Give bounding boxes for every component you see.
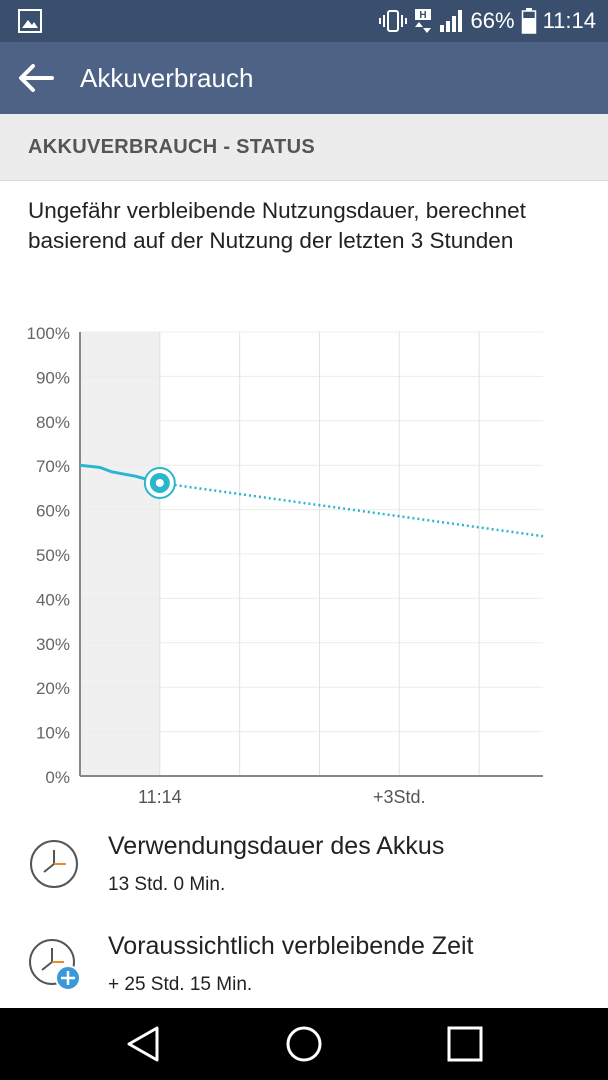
nav-back-button[interactable] — [113, 1016, 173, 1072]
y-tick-label: 80% — [36, 413, 70, 432]
battery-percent: 66% — [470, 8, 515, 33]
app-bar: Akkuverbrauch — [0, 42, 608, 114]
y-tick-label: 30% — [36, 635, 70, 654]
history-series-line — [79, 463, 161, 485]
clock-time: 11:14 — [542, 8, 596, 33]
y-tick-label: 0% — [45, 768, 70, 787]
status-icons: H 66% 11:14 — [378, 0, 596, 42]
status-bar: H 66% 11:14 — [0, 0, 608, 42]
back-button[interactable] — [14, 56, 58, 100]
x-tick-label: +3Std. — [373, 787, 426, 807]
usage-duration-label: Verwendungsdauer des Akkus — [108, 832, 445, 860]
battery-icon — [521, 8, 536, 34]
vibrate-icon — [378, 10, 407, 32]
current-marker-center — [155, 478, 164, 487]
y-tick-label: 100% — [27, 324, 70, 343]
x-tick-label: 11:14 — [138, 787, 182, 807]
remaining-time-label: Voraussichtlich verbleibende Zeit — [108, 932, 474, 960]
signal-icon — [439, 10, 462, 32]
back-triangle-icon — [127, 1026, 159, 1062]
page-title: Akkuverbrauch — [80, 63, 254, 93]
gallery-icon — [18, 9, 42, 33]
y-tick-label: 10% — [36, 724, 70, 743]
usage-duration-item[interactable]: Verwendungsdauer des Akkus 13 Std. 0 Min… — [0, 832, 608, 922]
nav-home-button[interactable] — [274, 1016, 334, 1072]
y-tick-label: 60% — [36, 502, 70, 521]
clock-icon — [30, 840, 78, 888]
description-text: Ungefähr verbleibende Nutzungsdauer, ber… — [28, 198, 526, 253]
clock-plus-icon — [29, 939, 81, 990]
usage-duration-value: 13 Std. 0 Min. — [108, 874, 226, 895]
y-tick-label: 90% — [36, 368, 70, 387]
arrow-left-icon — [19, 64, 54, 92]
section-header: AKKUVERBRAUCH - STATUS — [0, 114, 608, 181]
recents-square-icon — [447, 1026, 483, 1062]
nav-recents-button[interactable] — [435, 1016, 495, 1072]
svg-text:H: H — [419, 10, 426, 21]
hplus-data-icon: H — [414, 9, 431, 33]
section-header-label: AKKUVERBRAUCH - STATUS — [28, 136, 315, 158]
y-tick-label: 40% — [36, 590, 70, 609]
home-circle-icon — [286, 1026, 322, 1062]
remaining-time-value: + 25 Std. 15 Min. — [108, 974, 253, 995]
navigation-bar — [0, 1008, 608, 1080]
y-tick-label: 20% — [36, 679, 70, 698]
battery-chart: 0% 10% 20% 30% 40% 50% 60% 70% 80% 90% 100% 11:14 +3… — [27, 324, 544, 807]
y-tick-label: 70% — [36, 457, 70, 476]
y-tick-label: 50% — [36, 546, 70, 565]
remaining-time-item[interactable]: Voraussichtlich verbleibende Zeit + 25 S… — [0, 932, 608, 1022]
